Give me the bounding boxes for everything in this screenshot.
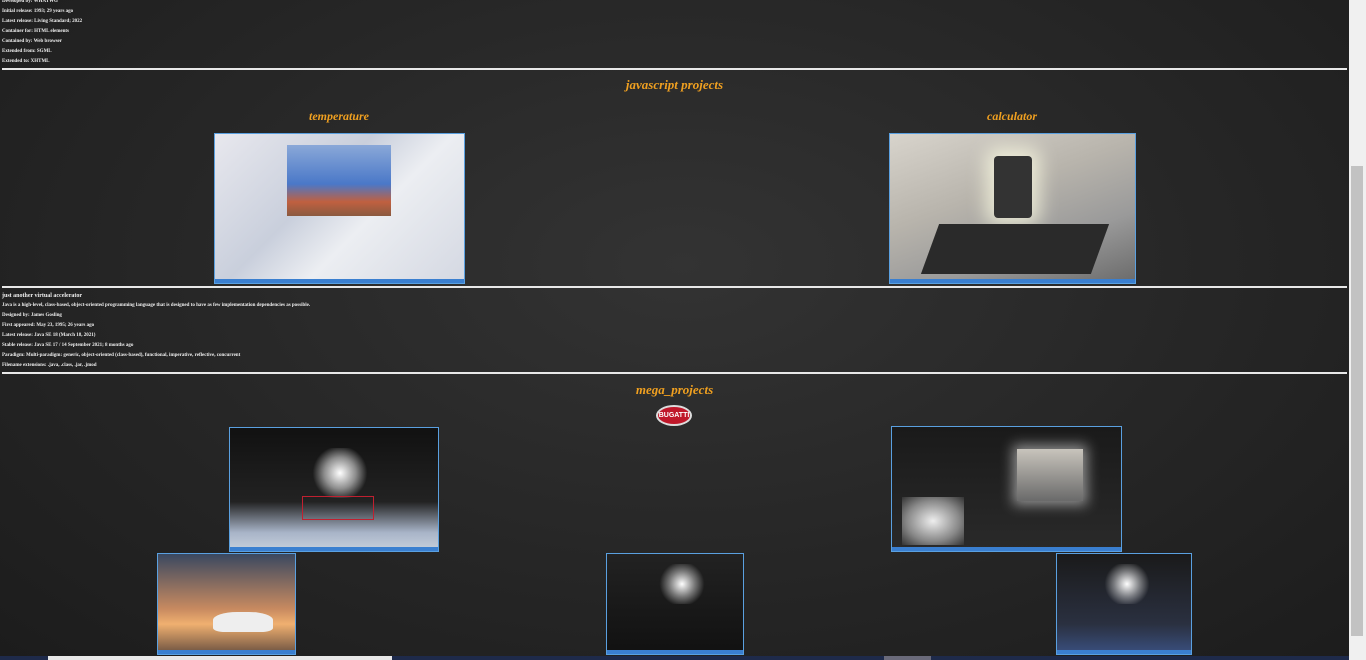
screenshot-content	[1102, 564, 1152, 604]
project-title: calculator	[987, 109, 1037, 123]
scrollbar-thumb[interactable]	[1351, 166, 1363, 636]
project-screenshot[interactable]	[1056, 553, 1192, 655]
info-line: Contained by: Web browser	[2, 39, 62, 44]
taskbar	[230, 547, 438, 551]
java-line: Designed by: James Gosling	[2, 313, 62, 318]
project-screenshot[interactable]	[229, 427, 439, 552]
java-block: just another virtual accelerator Java is…	[2, 291, 310, 371]
screenshot-content	[302, 496, 374, 520]
screenshot-content	[1017, 449, 1083, 501]
screenshot-content	[902, 497, 964, 545]
java-line: Paradigm: Multi-paradigm: generic, objec…	[2, 353, 241, 358]
section-title: mega_projects	[635, 382, 714, 397]
project-screenshot[interactable]	[889, 133, 1136, 284]
bottom-bar-item	[48, 656, 392, 660]
divider	[2, 68, 1347, 70]
taskbar	[1057, 650, 1191, 654]
java-line: Java is a high-level, class-based, objec…	[2, 303, 311, 308]
screenshot-content	[920, 224, 1110, 274]
logo: BUGATTI	[656, 405, 692, 426]
divider	[2, 372, 1347, 374]
section-title: javascript projects	[625, 77, 724, 92]
info-line: Latest release: Living Standard; 2022	[2, 19, 83, 24]
bottom-bar-item	[884, 656, 931, 660]
screenshot-content	[310, 448, 370, 498]
java-line: Latest release: Java SE 18 (March 18, 20…	[2, 333, 96, 338]
java-line: Stable release: Java SE 17 / 14 Septembe…	[2, 343, 134, 348]
project-screenshot[interactable]	[606, 553, 744, 655]
screenshot-content	[994, 156, 1032, 218]
bottom-bar	[0, 656, 1349, 660]
taskbar	[158, 650, 295, 654]
screenshot-content	[287, 145, 391, 216]
taskbar	[607, 650, 743, 654]
project-title: temperature	[309, 109, 369, 123]
info-line: Developed by: WHATWG	[2, 0, 58, 4]
info-line: Container for: HTML elements	[2, 29, 69, 34]
info-line: Extended from: SGML	[2, 49, 52, 54]
java-title: just another virtual accelerator	[2, 293, 83, 299]
java-line: Filename extensions: .java, .class, .jar…	[2, 363, 97, 368]
taskbar	[892, 547, 1121, 551]
project-screenshot[interactable]	[214, 133, 465, 284]
taskbar	[890, 279, 1135, 283]
screenshot-content	[657, 564, 707, 604]
screenshot-content	[213, 612, 273, 632]
info-line: Initial release: 1993; 29 years ago	[2, 9, 74, 14]
scrollbar[interactable]	[1349, 0, 1366, 660]
info-line: Extended to: XHTML	[2, 59, 50, 64]
project-screenshot[interactable]	[157, 553, 296, 655]
project-screenshot[interactable]	[891, 426, 1122, 552]
info-block: Developed by: WHATWG Initial release: 199…	[2, 0, 82, 67]
taskbar	[215, 279, 464, 283]
java-line: First appeared: May 23, 1995; 26 years a…	[2, 323, 95, 328]
divider	[2, 286, 1347, 288]
